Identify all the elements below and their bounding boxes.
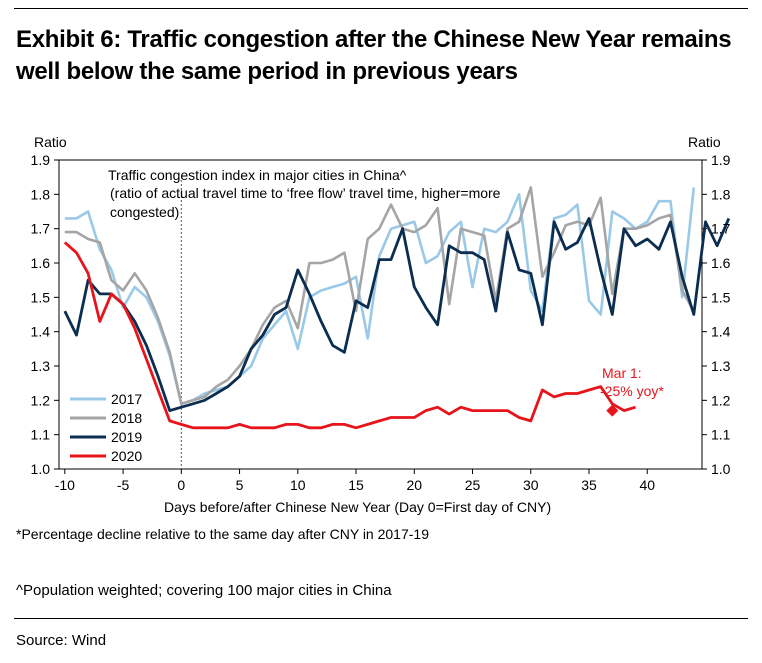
y-tick-label-right: 1.2	[711, 392, 731, 408]
legend-label-2019: 2019	[111, 429, 142, 445]
title-line-1: Exhibit 6: Traffic congestion after the …	[16, 26, 732, 53]
annotation-sub-2: congested)	[110, 204, 179, 220]
y-tick-label-left: 1.1	[31, 427, 51, 443]
x-axis-label: Days before/after Chinese New Year (Day …	[164, 499, 551, 515]
y-tick-label-left: 1.7	[31, 221, 51, 237]
y-tick-label-right: 1.0	[711, 461, 731, 477]
x-tick-label: 15	[348, 477, 364, 493]
x-tick-label: 10	[290, 477, 306, 493]
x-tick-label: -5	[117, 477, 130, 493]
legend-label-2018: 2018	[111, 410, 142, 426]
y-tick-label-right: 1.9	[711, 152, 731, 168]
y-tick-label-left: 1.5	[31, 289, 51, 305]
series-layer	[63, 186, 731, 430]
y-tick-label-right: 1.5	[711, 289, 731, 305]
x-tick-label: 30	[523, 477, 539, 493]
footnote-population: ^Population weighted; covering 100 major…	[16, 582, 392, 599]
plot-area-frame	[58, 159, 703, 470]
axis-ticks	[54, 159, 707, 474]
source-note: Source: Wind	[16, 632, 107, 649]
y-tick-label-right: 1.7	[711, 221, 731, 237]
legend-label-2017: 2017	[111, 391, 142, 407]
y-tick-label-right: 1.8	[711, 186, 731, 202]
x-tick-label: -10	[55, 477, 75, 493]
y-tick-label-left: 1.0	[31, 461, 51, 477]
title-line-2: well below the same period in previous y…	[16, 58, 518, 85]
y-tick-label-right: 1.6	[711, 255, 731, 271]
2020-endpoint-diamond-marker	[606, 404, 619, 417]
annotation-title: Traffic congestion index in major cities…	[108, 167, 407, 183]
x-tick-label: 35	[581, 477, 597, 493]
y-tick-label-left: 1.8	[31, 186, 51, 202]
y-tick-label-left: 1.2	[31, 392, 51, 408]
legend-label-2020: 2020	[111, 448, 142, 464]
callout-line-2: -25% yoy*	[600, 383, 664, 399]
footnote-percentage: *Percentage decline relative to the same…	[16, 526, 429, 542]
x-tick-label: 25	[465, 477, 481, 493]
ylabel-left: Ratio	[34, 134, 67, 150]
exhibit-title: Exhibit 6: Traffic congestion after the …	[16, 24, 746, 88]
ylabel-right: Ratio	[688, 134, 721, 150]
callout-line-1: Mar 1:	[602, 365, 642, 381]
y-tick-label-left: 1.9	[31, 152, 51, 168]
labels-layer: -10 -5 0 5 10 15 20 25 30 35 40 1.0 1.0 1.1 1.1 1.2 1.2 1…	[31, 152, 731, 493]
legend: 2017 2018 2019 2020	[70, 391, 142, 464]
y-tick-label-left: 1.4	[31, 324, 51, 340]
series-line-2020	[63, 241, 636, 430]
x-tick-label: 20	[406, 477, 422, 493]
y-tick-label-right: 1.1	[711, 427, 731, 443]
y-tick-label-left: 1.6	[31, 255, 51, 271]
annotation-sub-1: (ratio of actual travel time to ‘free fl…	[110, 185, 501, 201]
y-tick-label-left: 1.3	[31, 358, 51, 374]
x-tick-label: 40	[639, 477, 655, 493]
x-tick-label: 0	[177, 477, 185, 493]
x-tick-label: 5	[236, 477, 244, 493]
series-line-2019	[63, 216, 731, 413]
source-rule	[14, 618, 748, 619]
y-tick-label-right: 1.3	[711, 358, 731, 374]
series-line-2018	[64, 186, 695, 406]
top-rule	[14, 8, 748, 9]
y-tick-label-right: 1.4	[711, 324, 731, 340]
